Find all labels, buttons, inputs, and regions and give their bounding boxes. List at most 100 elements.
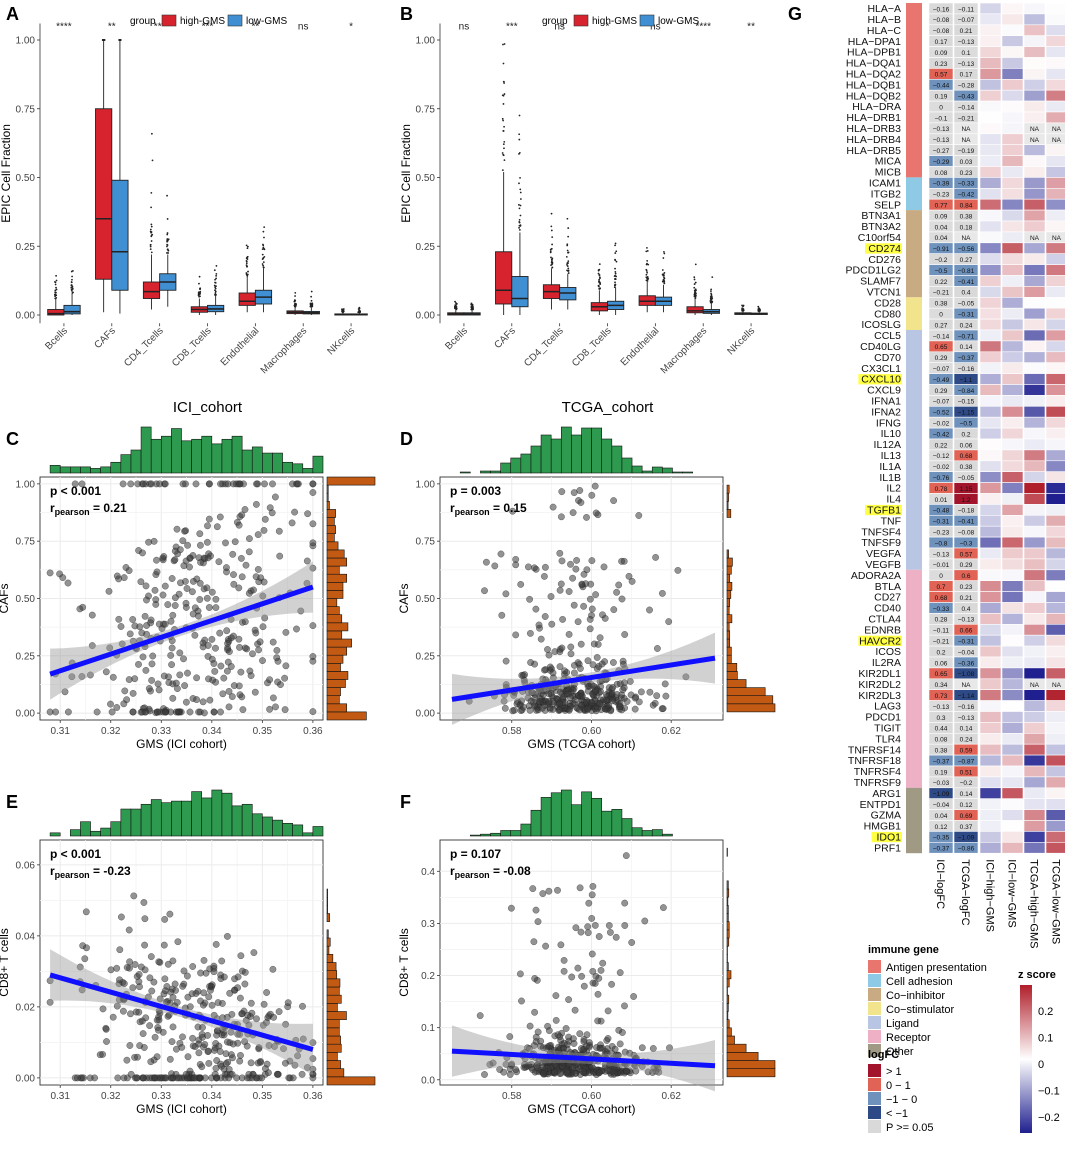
- zscore-cell: [979, 591, 1002, 603]
- logfc-value-tcga: −0.5: [960, 421, 973, 428]
- scatter-point: [103, 1038, 110, 1045]
- zscore-na: NA: [1030, 235, 1040, 242]
- histogram-bar-side: [326, 986, 340, 996]
- histogram-bar-top: [611, 809, 623, 837]
- logfc-value-tcga: 0.06: [960, 442, 973, 449]
- zscore-cell: [1023, 831, 1046, 843]
- scatter-point: [169, 694, 177, 702]
- scatter-point: [537, 635, 545, 643]
- logfc-value-ici: 0.77: [935, 203, 948, 210]
- gene-label: HLA−DPB1: [847, 47, 901, 59]
- zscore-cell: [1023, 547, 1046, 560]
- scatter-point: [78, 673, 86, 680]
- scatter-point: [96, 1051, 104, 1059]
- histogram-bar-side: [726, 630, 731, 640]
- x-tick-label: 0.33: [152, 726, 172, 737]
- r-symbol: r: [450, 501, 455, 515]
- zscore-cell: [1045, 188, 1065, 200]
- scatter-point: [120, 1074, 128, 1082]
- zscore-cell: [979, 307, 1002, 320]
- gene-label: TIGIT: [874, 723, 901, 735]
- scatter-point: [227, 1028, 235, 1036]
- zscore-cell: [1045, 623, 1065, 636]
- zscore-cell: [1001, 613, 1024, 625]
- gene-label: HLA−DRB4: [846, 134, 901, 146]
- scatter-point: [585, 899, 593, 907]
- outlier-point: [646, 279, 649, 282]
- column-label: ICI−low−GMS: [1006, 859, 1018, 927]
- scatter-point: [241, 644, 249, 652]
- histogram-bar-top: [120, 808, 132, 837]
- logfc-value-ici: 0.22: [935, 442, 948, 449]
- logfc-value-tcga: −0.43: [958, 94, 975, 101]
- scatter-point: [570, 601, 578, 609]
- histogram-bar-side: [326, 1076, 376, 1086]
- zscore-cell: [1045, 79, 1065, 91]
- scatter-point: [236, 994, 244, 1002]
- scatter-point: [235, 635, 243, 643]
- r-subscript: pearson: [455, 507, 490, 517]
- scatter-point: [598, 660, 606, 668]
- scatter-point: [252, 629, 260, 637]
- zscore-cell: [1045, 743, 1065, 756]
- gene-label: MICA: [875, 156, 901, 168]
- regression-line: [49, 584, 314, 677]
- scatter-point: [88, 642, 96, 650]
- zscore-cell: [1001, 809, 1024, 821]
- zscore-cell: [1045, 373, 1065, 385]
- outlier-point: [551, 236, 554, 239]
- scatter-point: [138, 708, 146, 716]
- category-bar-co-inhibitor: [906, 210, 922, 298]
- outlier-point: [661, 273, 664, 276]
- outlier-point: [645, 276, 648, 279]
- scatter-point: [218, 957, 226, 965]
- y-axis-label: CD8+ T cells: [0, 928, 11, 997]
- legend-label-category: Ligand: [886, 1018, 919, 1030]
- scatter-point: [254, 1059, 262, 1067]
- scatter-point: [184, 1053, 192, 1061]
- scatter-point: [126, 958, 134, 966]
- outlier-point: [711, 276, 714, 279]
- histogram-bar-side: [326, 638, 352, 648]
- zscore-cell: [1045, 13, 1065, 26]
- zscore-cell: [1045, 177, 1065, 189]
- zscore-cell: [1023, 776, 1046, 789]
- x-tick-label: 0.34: [202, 1091, 222, 1102]
- scatter-point: [584, 657, 592, 665]
- scatter-point: [588, 491, 596, 499]
- zscore-tick-label: −0.1: [1038, 1086, 1060, 1098]
- zscore-cell: [1045, 765, 1065, 778]
- scatter-point: [531, 975, 539, 982]
- logfc-value-tcga: 0.18: [960, 224, 973, 231]
- scatter-point: [512, 1066, 520, 1074]
- y-tick-label: 0.50: [16, 173, 36, 184]
- scatter-point: [153, 708, 161, 716]
- scatter-point: [139, 549, 146, 557]
- zscore-cell: [1045, 493, 1065, 505]
- zscore-cell: [1023, 700, 1046, 712]
- histogram-bar-top: [312, 826, 324, 837]
- zscore-cell: [1023, 296, 1046, 309]
- scatter-point: [142, 666, 150, 674]
- scatter-point: [149, 652, 157, 660]
- scatter-point: [238, 573, 246, 581]
- zscore-cell: [1001, 68, 1024, 80]
- zscore-cell: [979, 416, 1002, 429]
- scatter-point: [179, 982, 187, 990]
- y-tick-label: 0.00: [416, 709, 436, 720]
- logfc-value-ici: −0.07: [933, 399, 950, 406]
- logfc-value-tcga: NA: [961, 126, 971, 133]
- scatter-point: [574, 659, 582, 667]
- scatter-point: [189, 963, 197, 970]
- regression-line: [451, 1048, 716, 1069]
- scatter-point: [140, 1074, 148, 1082]
- zscore-cell: [979, 100, 1002, 113]
- x-axis-label: ICI_cohort: [173, 399, 243, 416]
- histogram-bar-top: [191, 438, 203, 474]
- outlier-point: [693, 276, 696, 279]
- outlier-point: [54, 283, 57, 286]
- zscore-cell: [1023, 754, 1046, 767]
- logfc-value-tcga: 0.4: [961, 606, 970, 613]
- zscore-na: NA: [1030, 682, 1040, 689]
- group-legend-b: group high-GMS low-GMS: [542, 14, 699, 27]
